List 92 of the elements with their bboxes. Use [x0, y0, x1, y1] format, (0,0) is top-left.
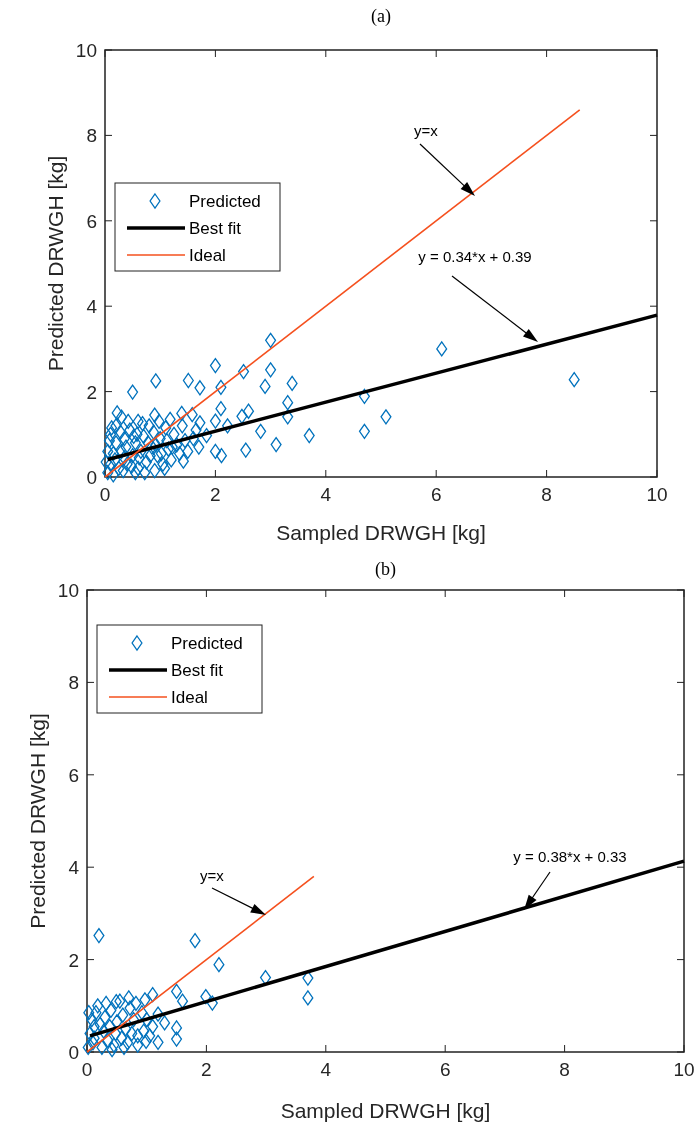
point [130, 995, 142, 1012]
point [90, 1005, 102, 1021]
point [88, 1018, 100, 1035]
point [100, 995, 112, 1012]
x-tick-label: 10 [646, 484, 668, 505]
point [152, 1006, 164, 1022]
point [94, 1016, 106, 1032]
annotation: y=x [200, 867, 225, 884]
y-tick-label: 10 [57, 580, 79, 601]
legend-label: Best fit [189, 219, 242, 238]
y-tick-label: 2 [68, 949, 79, 971]
x-tick-label: 2 [201, 1059, 212, 1080]
point [132, 1028, 144, 1044]
point [206, 995, 218, 1011]
point [139, 992, 151, 1008]
point [88, 1030, 100, 1046]
legend-label: Predicted [171, 634, 243, 653]
annotation: y = 0.34*x + 0.39 [418, 248, 532, 265]
y-tick-label: 0 [86, 467, 97, 488]
point [120, 1021, 132, 1037]
point [128, 1012, 140, 1028]
point [140, 1033, 152, 1050]
point [118, 1039, 130, 1056]
point [136, 1005, 148, 1021]
point [83, 1005, 95, 1021]
point [106, 1042, 118, 1058]
x-axis-title: Sampled DRWGH [kg] [276, 521, 486, 544]
point [171, 983, 183, 1000]
x-tick-label: 2 [210, 484, 221, 505]
point [114, 993, 126, 1009]
point [98, 1023, 110, 1039]
annotation: y=x [414, 122, 439, 139]
y-tick-label: 0 [68, 1042, 79, 1063]
point [138, 1023, 150, 1039]
x-tick-label: 8 [541, 484, 552, 505]
point [117, 1007, 129, 1023]
annotation: y = 0.38*x + 0.33 [513, 848, 627, 865]
point [93, 927, 105, 944]
point [82, 1039, 94, 1056]
point [92, 998, 104, 1014]
y-tick-label: 8 [68, 672, 79, 694]
chart-title: (a) [371, 6, 391, 27]
x-axis-title: Sampled DRWGH [kg] [280, 1099, 491, 1122]
x-tick-label: 4 [320, 484, 332, 505]
point [159, 1015, 171, 1031]
point [104, 1018, 116, 1035]
point [200, 988, 212, 1005]
legend-label: Predicted [189, 192, 261, 211]
point [87, 1035, 99, 1051]
point [189, 933, 201, 949]
point [171, 1020, 183, 1036]
x-tick-label: 4 [320, 1059, 332, 1080]
point [110, 993, 122, 1010]
point [123, 990, 135, 1006]
y-tick-label: 4 [68, 857, 80, 879]
point [96, 1039, 108, 1056]
y-tick-label: 8 [86, 125, 97, 147]
y-tick-label: 6 [68, 764, 79, 786]
point [152, 1034, 164, 1050]
legend-label: Ideal [189, 246, 226, 265]
point [171, 1031, 183, 1047]
point [144, 1028, 156, 1044]
point [132, 1037, 144, 1053]
point [124, 1000, 136, 1016]
point [108, 1037, 120, 1053]
point [102, 1032, 114, 1049]
point [147, 1018, 159, 1035]
point [176, 993, 189, 1009]
y-tick-label: 6 [86, 210, 97, 232]
y-tick-label: 10 [75, 40, 97, 61]
point [122, 1035, 134, 1051]
point [302, 990, 314, 1006]
y-axis-title: Predicted DRWGH [kg] [26, 713, 49, 929]
x-tick-label: 0 [99, 484, 111, 505]
x-tick-label: 6 [430, 484, 442, 505]
x-tick-label: 8 [559, 1059, 570, 1080]
point [126, 1025, 138, 1042]
legend-label: Ideal [171, 688, 208, 707]
y-tick-label: 2 [86, 381, 97, 403]
chart-title: (b) [375, 559, 396, 580]
point [86, 1012, 98, 1028]
y-axis-title: Predicted DRWGH [kg] [44, 155, 67, 372]
x-tick-label: 10 [673, 1059, 695, 1080]
point [105, 1002, 117, 1019]
point [147, 987, 159, 1003]
legend-label: Best fit [171, 661, 224, 680]
x-tick-label: 6 [439, 1059, 451, 1080]
y-tick-label: 4 [86, 296, 98, 318]
point [213, 957, 225, 973]
point [116, 1030, 128, 1046]
point [141, 1012, 153, 1028]
point [99, 1009, 111, 1025]
